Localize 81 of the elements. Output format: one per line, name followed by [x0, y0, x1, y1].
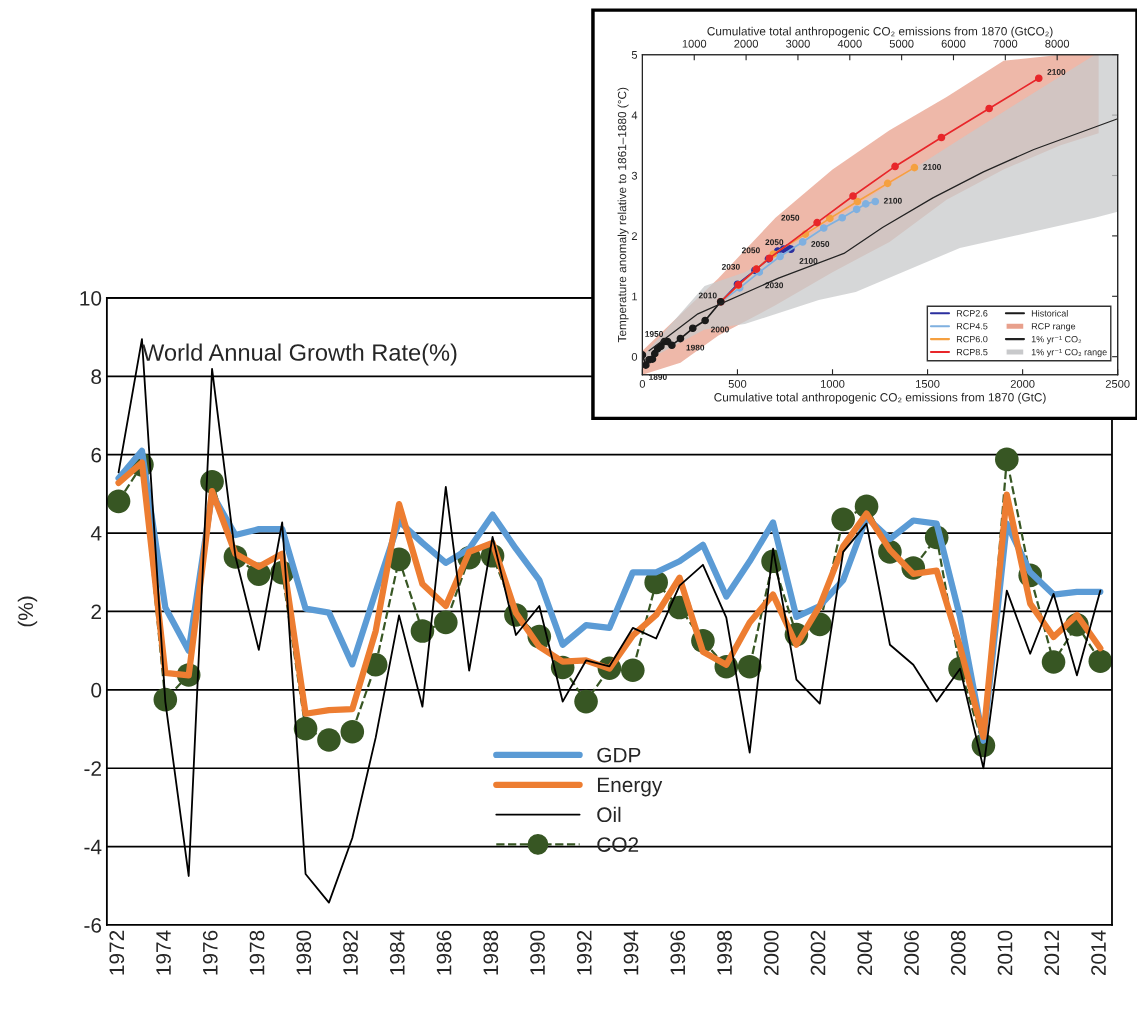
legend-label: RCP range [1031, 323, 1076, 332]
annotation: 2050 [741, 247, 760, 254]
x2-tick-label: 2000 [734, 39, 759, 48]
x-tick-label: 2000 [1010, 379, 1035, 388]
x-tick-label: 1996 [670, 930, 686, 975]
x-tick-label: 1994 [623, 930, 639, 975]
x-tick-label: 2010 [997, 930, 1013, 976]
y-tick-label: 1 [632, 292, 637, 301]
x2-tick-label: 6000 [941, 39, 966, 48]
x-tick-label: 1978 [249, 930, 265, 975]
x2-axis-title: Cumulative total anthropogenic CO₂ emissions from 1870 (GtCO₂) [707, 26, 1053, 38]
annotation: 2100 [923, 163, 941, 170]
y-tick-label: -4 [84, 839, 102, 855]
x-tick-label: 1992 [576, 930, 592, 975]
x-tick-label: 1500 [916, 379, 940, 388]
legend-label: RCP6.0 [956, 335, 988, 343]
annotation: 2100 [1047, 69, 1066, 75]
x-tick-label: 1972 [109, 930, 125, 975]
legend-label: 1% yr⁻¹ CO₂ range [1031, 348, 1107, 358]
y-tick-label: 4 [90, 526, 102, 541]
x2-tick-label: 3000 [786, 39, 810, 48]
annotation: 1980 [686, 344, 705, 351]
x-tick-label: 2000 [763, 930, 779, 976]
x2-tick-label: 4000 [837, 39, 862, 48]
x2-tick-label: 5000 [889, 39, 914, 48]
y-tick-label: 2 [91, 604, 101, 619]
legend-label: RCP4.5 [956, 323, 988, 330]
y-tick-label: 0 [631, 352, 638, 361]
x-tick-label: 1988 [483, 930, 499, 975]
y-tick-label: -6 [84, 917, 102, 933]
x-tick-label: 2002 [810, 930, 826, 976]
y-tick-label: 6 [91, 447, 102, 463]
legend-label: Oil [597, 806, 621, 823]
x-tick-label: 1990 [530, 930, 545, 975]
y-axis-title: (%) [17, 596, 38, 627]
annotation: 2100 [883, 197, 902, 204]
x-tick-label: 2012 [1044, 930, 1060, 976]
annotation: 2050 [765, 239, 784, 246]
legend-label: RCP8.5 [956, 348, 988, 356]
x-tick-label: 1980 [296, 930, 312, 975]
annotation: 2010 [698, 292, 717, 299]
annotation: 2100 [799, 258, 818, 264]
y-tick-label: 10 [80, 290, 102, 306]
y-tick-label: 4 [631, 111, 638, 120]
x2-tick-label: 7000 [993, 39, 1018, 48]
annotation: 2030 [721, 263, 740, 270]
x-tick-label: 2006 [904, 930, 919, 976]
x-tick-label: 2500 [1105, 379, 1130, 388]
annotation: 1890 [649, 373, 667, 380]
y-tick-label: 5 [631, 51, 638, 59]
y-tick-label: 8 [91, 369, 102, 385]
x-tick-label: 500 [728, 379, 747, 388]
x-tick-label: 1982 [343, 930, 358, 975]
x-tick-label: 2008 [950, 930, 966, 976]
x-tick-label: 1974 [156, 930, 171, 975]
y-tick-label: 3 [631, 171, 638, 180]
x-tick-label: 1976 [202, 930, 218, 975]
y-tick-label: -2 [84, 761, 101, 776]
x-tick-label: 1984 [389, 930, 405, 975]
x2-tick-label: 1000 [682, 39, 707, 48]
x-tick-label: 0 [639, 379, 646, 388]
legend-label: Energy [597, 777, 663, 797]
legend-label: RCP2.6 [956, 310, 988, 317]
legend-label: GDP [597, 747, 641, 763]
y-tick-label: 0 [91, 682, 102, 698]
x-axis-title: Cumulative total anthropogenic CO₂ emissions from 1870 (GtC) [714, 392, 1046, 404]
x-tick-label: 2014 [1091, 930, 1106, 976]
annotation: 2050 [781, 214, 800, 221]
x2-tick-label: 8000 [1045, 39, 1070, 48]
x-tick-label: 1998 [717, 930, 732, 975]
annotation: 2000 [710, 326, 729, 333]
legend-label: 1% yr⁻¹ CO₂ [1031, 335, 1082, 345]
annotation: 2030 [765, 282, 784, 289]
annotation: 2050 [811, 241, 830, 247]
legend-label: Historical [1031, 309, 1068, 317]
x-tick-label: 2004 [857, 930, 873, 976]
x-tick-label: 1000 [821, 379, 845, 388]
annotation: 1950 [645, 330, 664, 337]
y-axis-title: Temperature anomaly relative to 1861–1880 (°C) [617, 87, 629, 343]
x-tick-label: 1986 [436, 930, 452, 975]
y-tick-label: 2 [631, 232, 637, 240]
